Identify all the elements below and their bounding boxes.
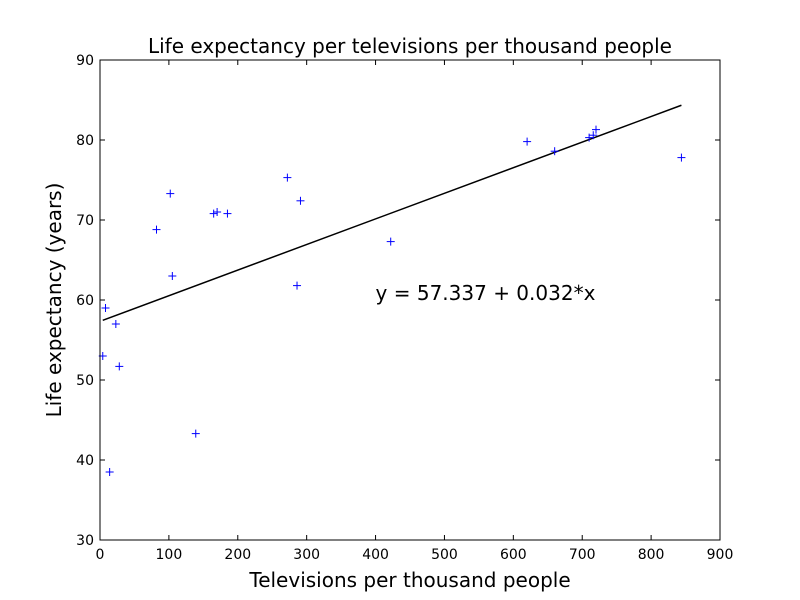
axis-ticks: 0 100 200 300 400 500 600 700 800 900 30 40 50 60 70 80…: [76, 53, 733, 563]
data-point: [209, 209, 218, 218]
y-tick-label: 90: [76, 53, 94, 69]
data-point: [585, 133, 594, 142]
data-point: [111, 320, 120, 328]
data-point: [168, 272, 177, 280]
data-point: [152, 225, 161, 234]
data-point: [293, 281, 302, 290]
x-tick-label: 600: [500, 547, 527, 563]
y-axis-label: Life expectancy (years): [42, 183, 66, 418]
data-point: [213, 208, 222, 216]
x-tick-label: 300: [293, 547, 320, 563]
x-tick-label: 100: [156, 547, 183, 563]
chart-title: Life expectancy per televisions per thou…: [148, 34, 672, 58]
data-point: [223, 209, 232, 218]
y-tick-label: 30: [76, 533, 94, 549]
data-point: [191, 429, 200, 438]
data-point: [589, 131, 598, 140]
x-tick-label: 500: [431, 547, 458, 563]
data-point: [166, 189, 175, 198]
y-tick-label: 80: [76, 133, 94, 149]
data-point: [550, 147, 559, 156]
x-tick-label: 800: [638, 547, 665, 563]
data-point: [523, 137, 532, 146]
data-point: [283, 173, 292, 182]
y-tick-label: 50: [76, 373, 94, 389]
x-tick-label: 400: [362, 547, 389, 563]
x-tick-label: 200: [224, 547, 251, 563]
data-point: [115, 362, 124, 371]
regression-equation-label: y = 57.337 + 0.032*x: [376, 281, 596, 305]
data-point: [677, 153, 686, 162]
x-tick-label: 700: [569, 547, 596, 563]
data-point: [386, 237, 395, 246]
x-tick-label: 0: [96, 547, 105, 563]
data-point: [105, 468, 114, 476]
data-point: [592, 125, 600, 134]
y-tick-label: 40: [76, 453, 94, 469]
plot-layer: [98, 104, 686, 476]
x-tick-label: 900: [707, 547, 734, 563]
x-axis-label: Televisions per thousand people: [248, 568, 570, 592]
y-tick-label: 60: [76, 293, 94, 309]
data-point: [101, 304, 110, 312]
data-point: [296, 196, 305, 205]
y-tick-label: 70: [76, 213, 94, 229]
regression-line: [102, 104, 682, 321]
